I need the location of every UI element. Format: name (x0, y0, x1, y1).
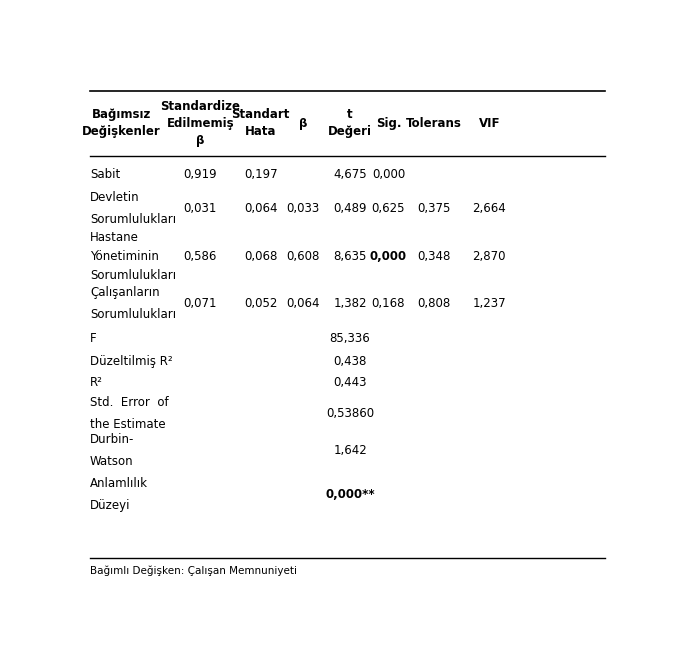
Text: Devletin: Devletin (90, 191, 140, 204)
Text: 1,237: 1,237 (473, 298, 506, 310)
Text: Watson: Watson (90, 454, 134, 467)
Text: 0,625: 0,625 (372, 202, 405, 215)
Text: 1,642: 1,642 (333, 443, 367, 456)
Text: Sorumlulukları: Sorumlulukları (90, 308, 176, 321)
Text: Anlamlılık: Anlamlılık (90, 477, 148, 490)
Text: Sabit: Sabit (90, 168, 120, 181)
Text: 0,000**: 0,000** (325, 488, 375, 501)
Text: Std.  Error  of: Std. Error of (90, 396, 169, 409)
Text: 85,336: 85,336 (330, 332, 370, 345)
Text: 0,375: 0,375 (418, 202, 451, 215)
Text: Çalışanların: Çalışanların (90, 286, 159, 299)
Text: 0,197: 0,197 (244, 168, 277, 181)
Text: 0,000: 0,000 (372, 168, 405, 181)
Text: VIF: VIF (479, 117, 500, 130)
Text: Standart
Hata: Standart Hata (232, 108, 290, 138)
Text: 0,608: 0,608 (286, 249, 319, 262)
Text: R²: R² (90, 376, 103, 389)
Text: 0,064: 0,064 (244, 202, 277, 215)
Text: t
Değeri: t Değeri (328, 108, 372, 138)
Text: 0,443: 0,443 (334, 376, 367, 389)
Text: Sorumlulukları: Sorumlulukları (90, 269, 176, 282)
Text: 1,382: 1,382 (334, 298, 367, 310)
Text: the Estimate: the Estimate (90, 419, 165, 432)
Text: Sorumlulukları: Sorumlulukları (90, 213, 176, 226)
Text: Standardize
Edilmemiş
β: Standardize Edilmemiş β (161, 100, 240, 146)
Text: 8,635: 8,635 (334, 249, 367, 262)
Text: 0,033: 0,033 (286, 202, 319, 215)
Text: 0,000: 0,000 (370, 249, 407, 262)
Text: 0,489: 0,489 (334, 202, 367, 215)
Text: 0,052: 0,052 (244, 298, 277, 310)
Text: 0,586: 0,586 (184, 249, 217, 262)
Text: Durbin-: Durbin- (90, 432, 134, 445)
Text: 0,064: 0,064 (286, 298, 319, 310)
Text: β: β (298, 117, 307, 130)
Text: 2,870: 2,870 (473, 249, 506, 262)
Text: Yönetiminin: Yönetiminin (90, 249, 159, 262)
Text: Hastane: Hastane (90, 230, 139, 243)
Text: 0,068: 0,068 (244, 249, 277, 262)
Text: 0,919: 0,919 (184, 168, 217, 181)
Text: Sig.: Sig. (376, 117, 401, 130)
Text: 0,031: 0,031 (184, 202, 217, 215)
Text: 4,675: 4,675 (334, 168, 367, 181)
Text: Bağımlı Değişken: Çalışan Memnuniyeti: Bağımlı Değişken: Çalışan Memnuniyeti (90, 565, 297, 575)
Text: 0,808: 0,808 (418, 298, 451, 310)
Text: 0,348: 0,348 (418, 249, 451, 262)
Text: Bağımsız
Değişkenler: Bağımsız Değişkenler (82, 108, 161, 138)
Text: 0,071: 0,071 (184, 298, 217, 310)
Text: Düzeltilmiş R²: Düzeltilmiş R² (90, 355, 173, 368)
Text: 0,168: 0,168 (372, 298, 405, 310)
Text: Tolerans: Tolerans (406, 117, 462, 130)
Text: F: F (90, 332, 97, 345)
Text: 2,664: 2,664 (473, 202, 506, 215)
Text: 0,438: 0,438 (334, 355, 367, 368)
Text: Düzeyi: Düzeyi (90, 499, 130, 512)
Text: 0,53860: 0,53860 (326, 408, 374, 421)
